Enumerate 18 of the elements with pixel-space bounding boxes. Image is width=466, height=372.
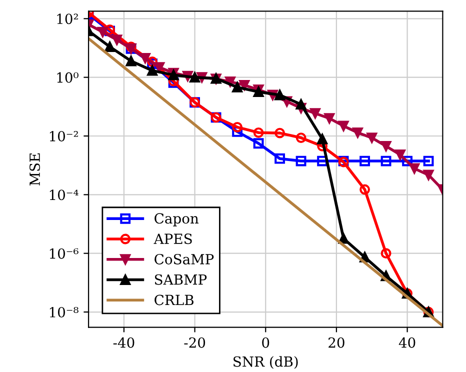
y-tick-label: 10⁻²: [50, 130, 78, 142]
x-tick-label: 20: [328, 337, 344, 348]
x-tick-label: -40: [113, 337, 134, 348]
y-tick-label: 10²: [57, 14, 78, 24]
x-tick-label: 40: [398, 337, 416, 348]
x-axis-title: SNR (dB): [234, 356, 298, 369]
y-axis-title: MSE: [29, 153, 40, 186]
x-tick-label: 0: [262, 337, 270, 348]
y-tick-label: 10⁻⁶: [50, 248, 78, 259]
legend-label: CoSaMP: [154, 254, 214, 264]
legend-label: CRLB: [154, 294, 194, 306]
y-tick-label: 10⁰: [57, 72, 78, 83]
x-tick-label: -20: [184, 337, 206, 348]
y-tick-label: 10⁻⁸: [50, 306, 78, 318]
legend-label: SABMP: [154, 274, 207, 285]
y-tick-label: 10⁻⁴: [50, 190, 78, 200]
legend-label: Capon: [154, 213, 199, 226]
legend-label: APES: [154, 234, 192, 244]
